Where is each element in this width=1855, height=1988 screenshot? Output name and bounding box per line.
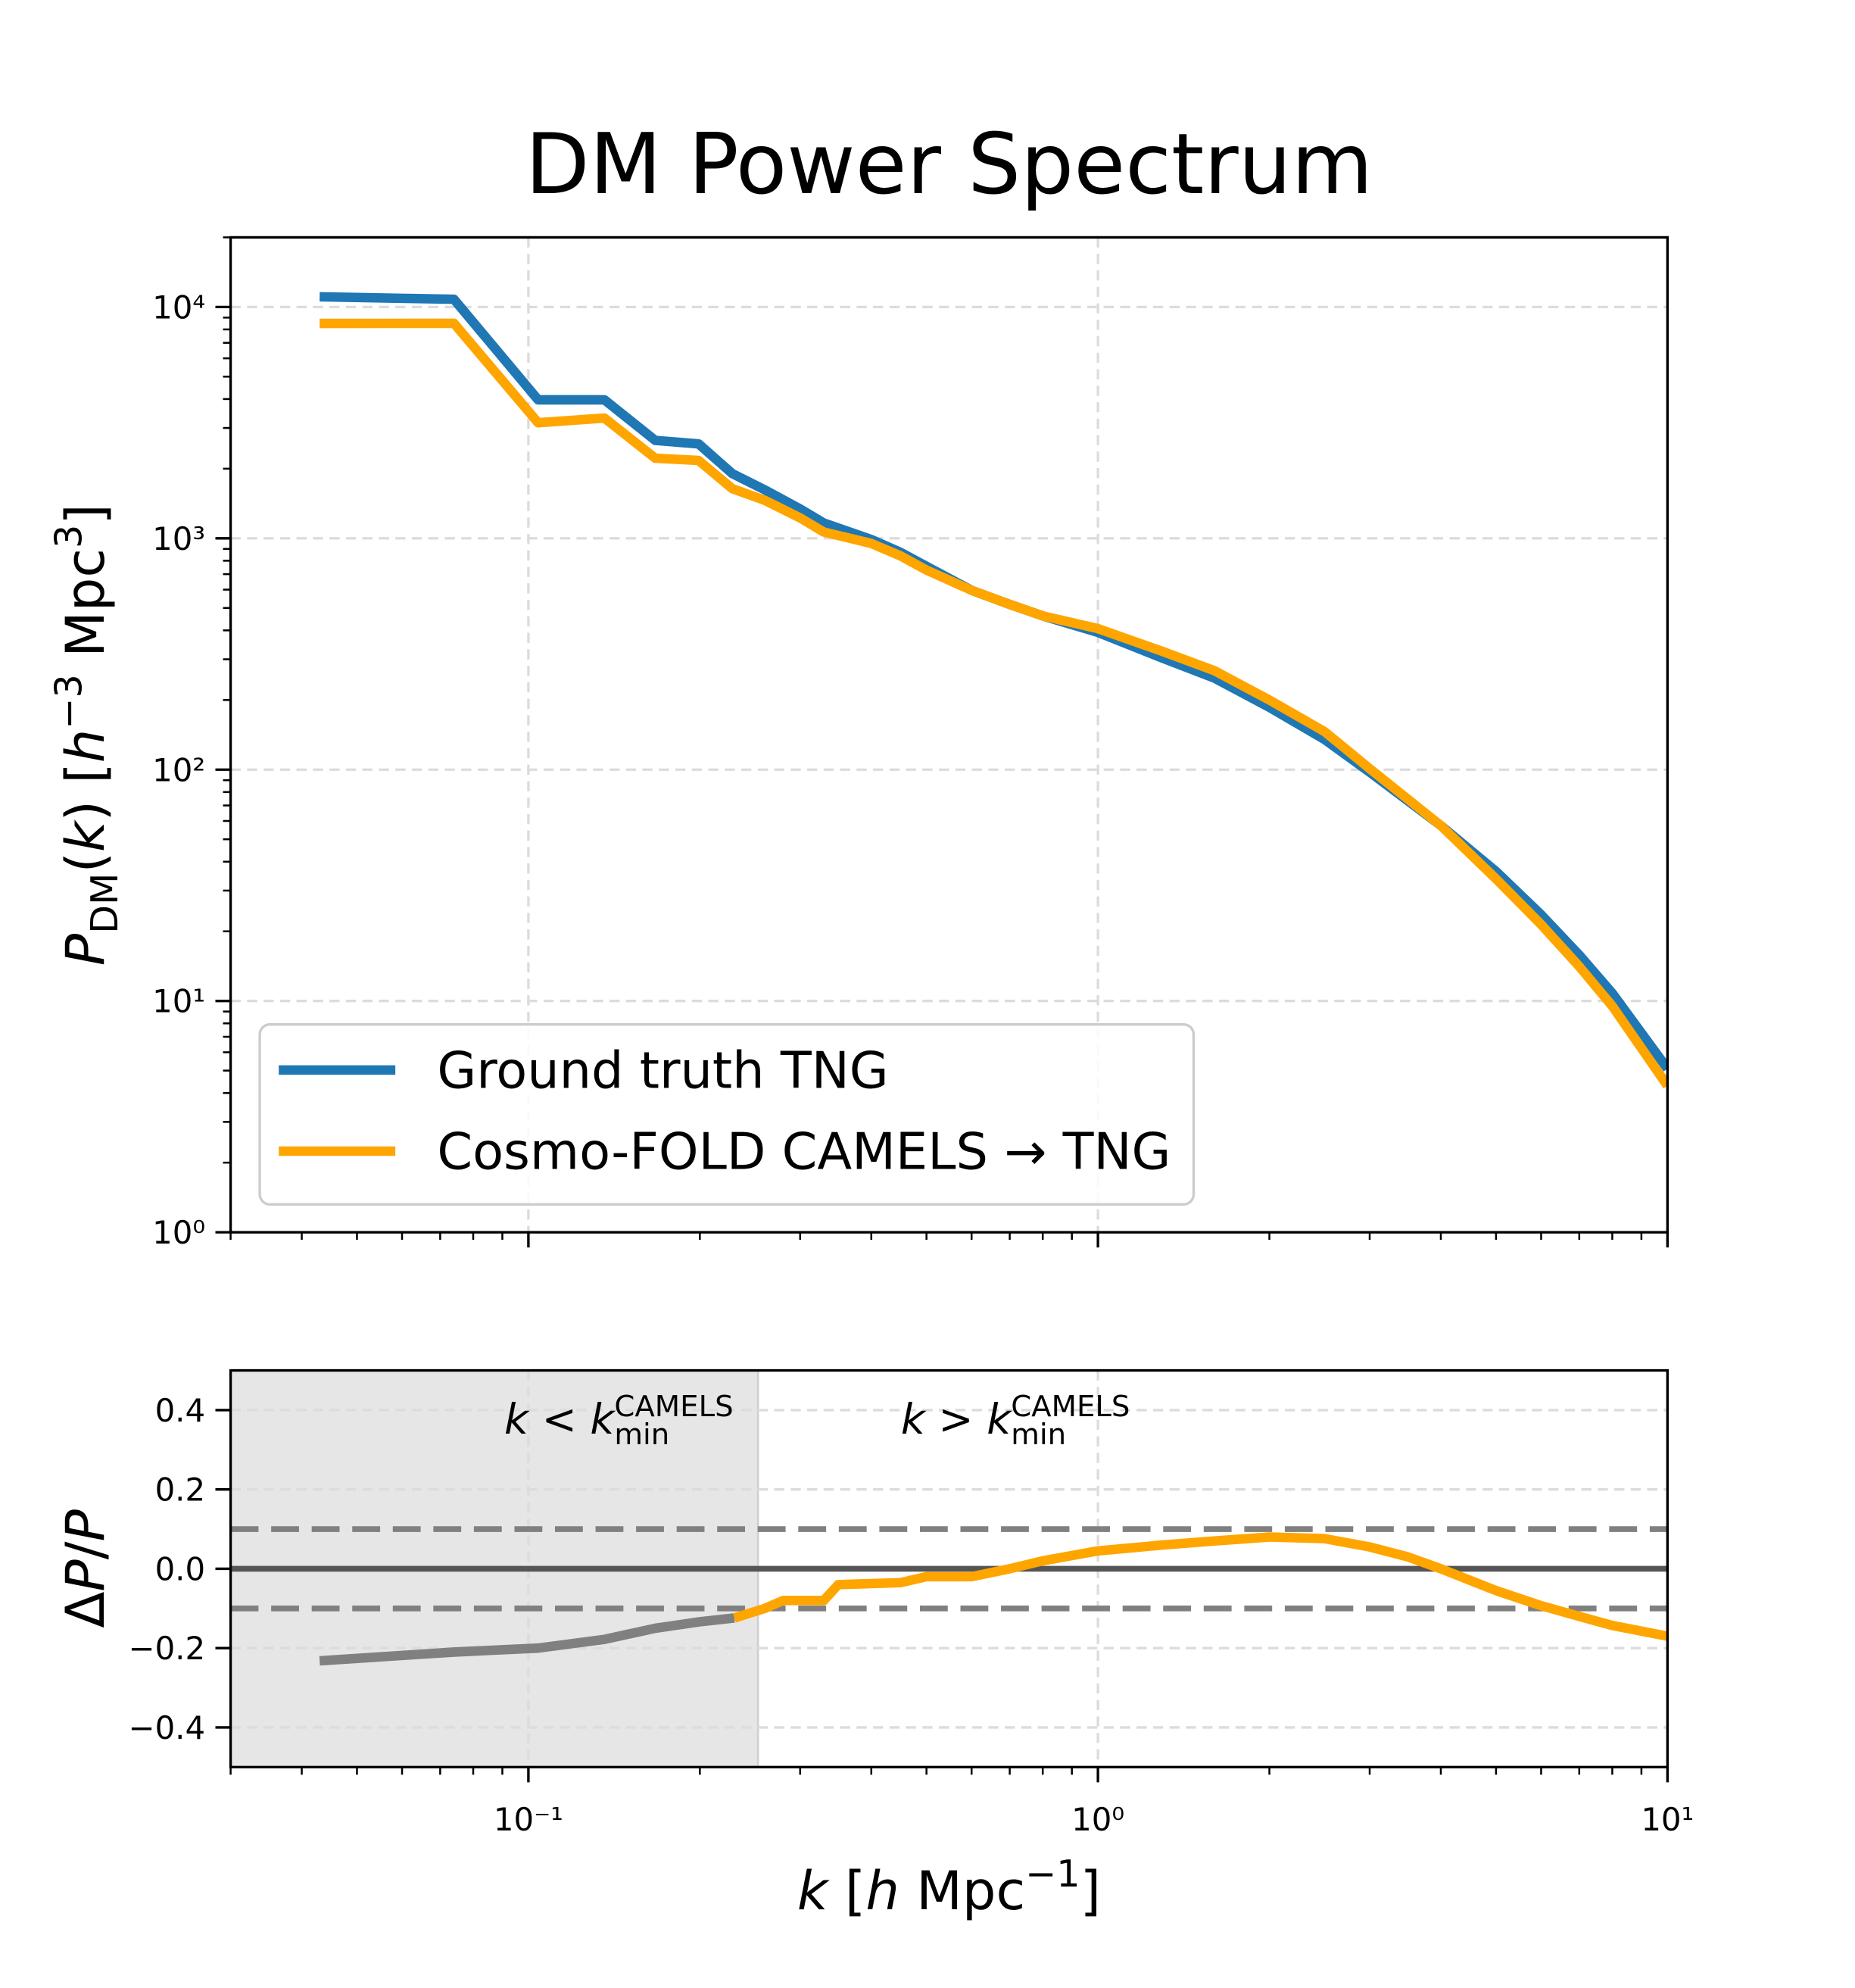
x-tick-label: 10⁻¹ [494, 1801, 563, 1838]
x-axis-label-part: h [865, 1860, 899, 1922]
x-axis-label: k [h Mpc −1] [797, 1852, 1101, 1922]
annotation-part: min [1011, 1418, 1066, 1452]
legend-box [258, 1022, 1196, 1206]
annotation-part: > [925, 1396, 987, 1444]
y-tick-label: −0.4 [129, 1709, 206, 1746]
y-axis-label-part: 3 [47, 525, 91, 548]
annotation-part: CAMELS [1011, 1390, 1130, 1424]
y-tick-label: 10¹ [152, 983, 205, 1020]
y-axis-label-part: P [55, 933, 117, 966]
y-axis-label-part: P [55, 1509, 117, 1542]
y-axis-label-part: k [55, 819, 117, 852]
x-axis-label-part: k [797, 1860, 830, 1922]
legend-label: Ground truth TNG [437, 1041, 888, 1100]
y-tick-label: 0.0 [155, 1550, 206, 1587]
y-axis-label-part: ) [ [55, 763, 117, 821]
data-line [320, 318, 1668, 1089]
data-line [733, 1532, 1668, 1641]
annotation-part: k [901, 1396, 927, 1444]
annotation-part: k [987, 1396, 1012, 1444]
y-tick-label: 0.4 [155, 1392, 206, 1429]
x-axis-label-part: [ [828, 1860, 866, 1922]
y-tick-label: −0.2 [129, 1630, 206, 1667]
y-tick-label: 10³ [152, 520, 205, 557]
x-axis-label-part: Mpc [899, 1860, 1025, 1922]
y-axis-label-part: / [55, 1541, 117, 1559]
x-tick-label: 10¹ [1641, 1801, 1694, 1838]
data-line [319, 1613, 735, 1666]
y-tick-label: 0.2 [155, 1471, 206, 1509]
x-tick-label: 10⁰ [1071, 1801, 1124, 1838]
y-tick-label: 10² [152, 751, 205, 788]
y-tick-label: 10⁴ [152, 289, 205, 326]
x-axis-label-part: −1 [1025, 1852, 1080, 1896]
y-axis-label: ΔP/P [55, 1509, 117, 1628]
y-axis-label-part: Δ [55, 1592, 117, 1628]
y-axis-label-part: −3 [47, 674, 91, 729]
y-axis-label-part: Mpc [55, 548, 117, 674]
y-axis-label-part: DM [83, 873, 126, 934]
y-tick-label: 10⁰ [152, 1214, 205, 1251]
x-axis-label-part: ] [1080, 1860, 1101, 1922]
y-axis-label-part: ( [55, 852, 117, 872]
annotation-part: < [528, 1396, 590, 1444]
y-axis-label-part: P [55, 1559, 117, 1592]
axes-frame [229, 236, 1669, 1234]
chart-title: DM Power Spectrum [525, 116, 1373, 214]
annotation-part: CAMELS [614, 1390, 733, 1424]
y-axis-label-part: ] [55, 504, 117, 524]
y-axis-label-part: h [55, 729, 117, 763]
annotation-part: k [504, 1396, 530, 1444]
annotation-part: min [614, 1418, 669, 1452]
annotation-part: k [590, 1396, 616, 1444]
legend-label: Cosmo-FOLD CAMELS → TNG [437, 1122, 1171, 1181]
